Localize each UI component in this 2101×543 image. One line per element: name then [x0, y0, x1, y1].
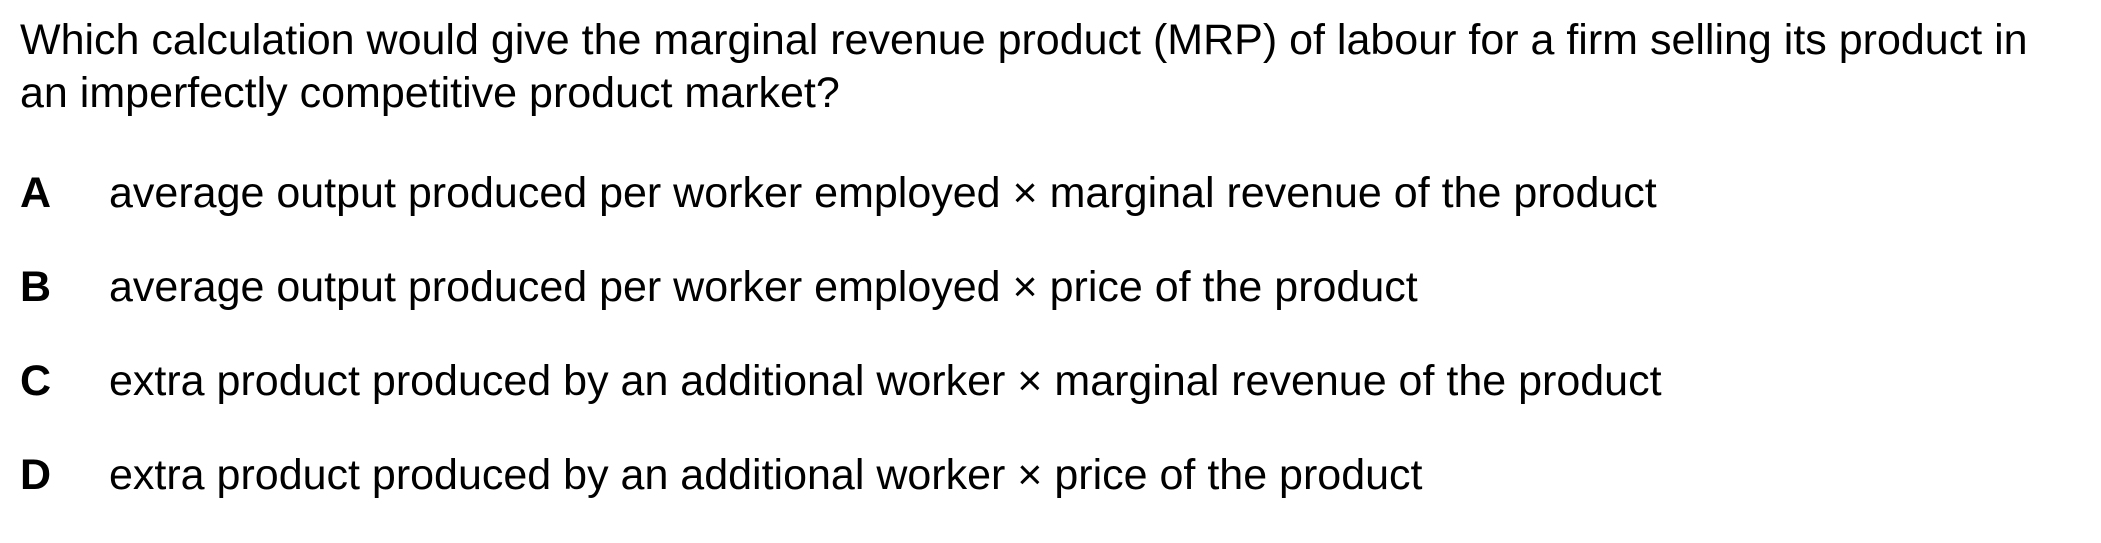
- option-letter: D: [20, 451, 52, 499]
- option-letter: B: [20, 263, 52, 311]
- option-text: average output produced per worker emplo…: [109, 169, 1657, 217]
- option-letter: A: [20, 169, 52, 217]
- option-a[interactable]: A average output produced per worker emp…: [20, 167, 1662, 261]
- answer-options: A average output produced per worker emp…: [20, 167, 1662, 543]
- option-text: average output produced per worker emplo…: [109, 263, 1418, 311]
- option-c[interactable]: C extra product produced by an additiona…: [20, 355, 1662, 449]
- option-text: extra product produced by an additional …: [109, 357, 1662, 405]
- option-d[interactable]: D extra product produced by an additiona…: [20, 449, 1662, 543]
- question-text: Which calculation would give the margina…: [20, 16, 2028, 117]
- option-text: extra product produced by an additional …: [109, 451, 1423, 499]
- option-letter: C: [20, 357, 52, 405]
- option-b[interactable]: B average output produced per worker emp…: [20, 261, 1662, 355]
